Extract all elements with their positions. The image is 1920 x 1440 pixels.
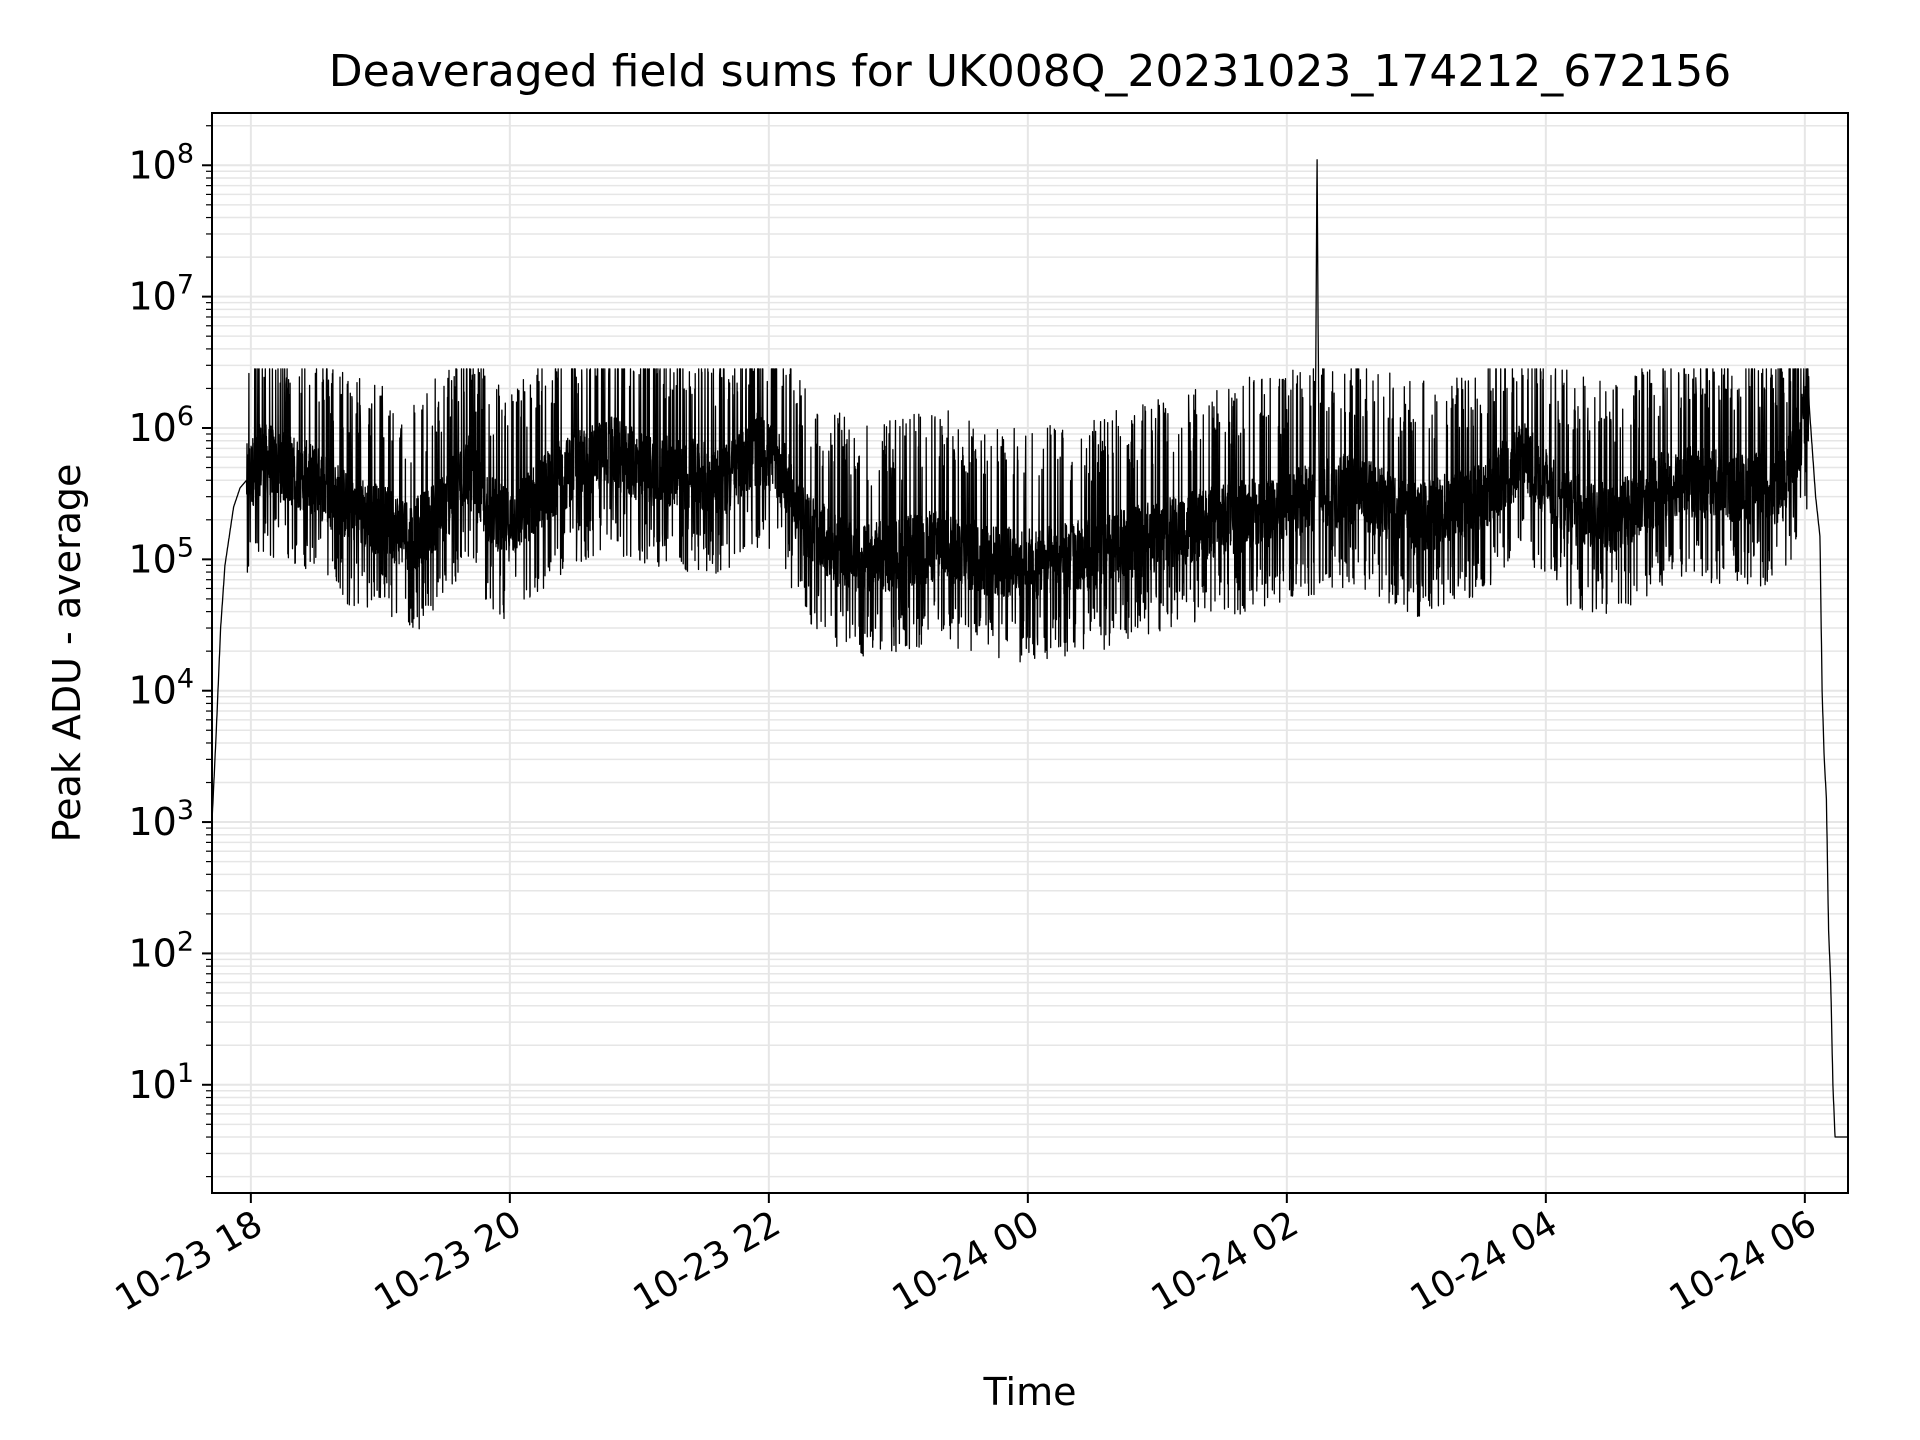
y-axis-label: Peak ADU - average (45, 464, 89, 843)
y-tick-label: 104 (128, 664, 194, 713)
y-tick-label: 108 (128, 138, 194, 187)
y-tick-label: 102 (128, 926, 194, 975)
y-tick-label: 101 (128, 1058, 194, 1107)
y-tick-label: 103 (128, 795, 194, 844)
plot-area (212, 159, 1848, 1138)
chart-title: Deaveraged field sums for UK008Q_2023102… (329, 46, 1732, 97)
grid (212, 113, 1848, 1193)
y-tick-label: 107 (128, 270, 194, 319)
series-line (212, 159, 1848, 1138)
x-axis-label: Time (983, 1370, 1077, 1414)
y-axis: 101 102 103 104 105 106 107 108 (128, 138, 212, 1107)
axes-frame (211, 112, 1849, 1194)
y-tick-label: 105 (128, 532, 194, 581)
y-tick-label: 106 (128, 401, 194, 450)
series-layer (212, 159, 1848, 1138)
